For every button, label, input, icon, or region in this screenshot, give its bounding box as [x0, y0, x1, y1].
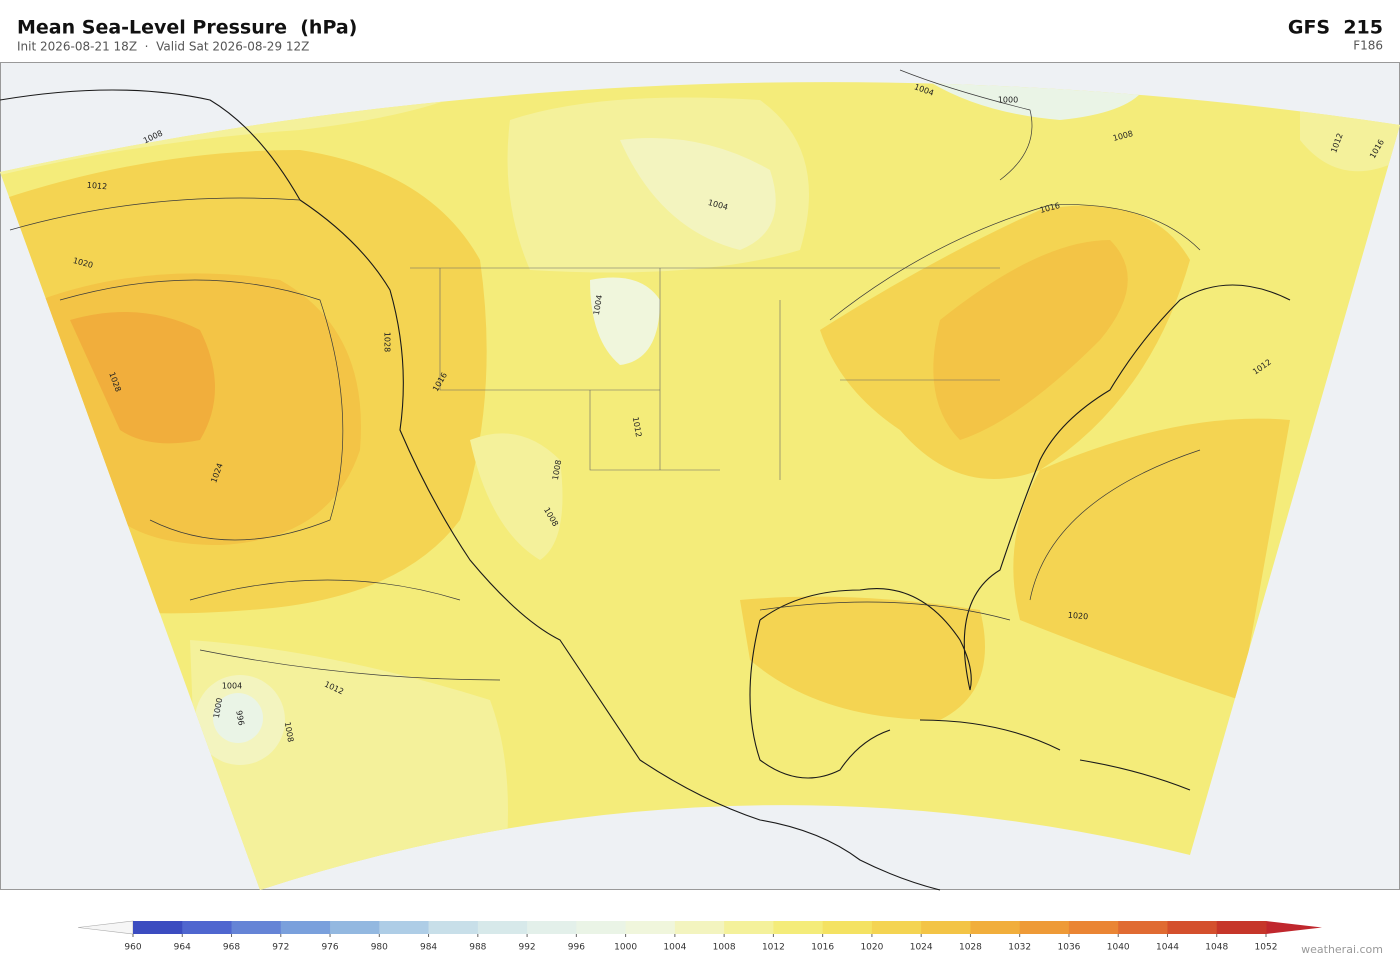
colorbar-tick-label: 984 [420, 943, 437, 953]
colorbar-swatch [871, 921, 922, 934]
colorbar-under [77, 920, 134, 935]
colorbar-tick-label: 972 [272, 943, 289, 953]
colorbar-swatch [921, 921, 971, 934]
credit: weatherai.com [1301, 943, 1383, 956]
colorbar-tick-label: 996 [568, 943, 585, 953]
colorbar-tick-label: 1052 [1255, 943, 1278, 953]
contour-label: 1004 [222, 682, 242, 691]
isobar [9, 197, 501, 681]
colorbar-swatch [1068, 921, 1119, 934]
colorbar-tick-label: 1012 [762, 943, 785, 953]
colorbar-swatch [674, 921, 725, 934]
colorbar-swatch [182, 921, 233, 934]
colorbar-tick-label: 1048 [1205, 943, 1228, 953]
contour-label: 1020 [1067, 611, 1088, 622]
colorbar-tick-label: 1028 [959, 943, 982, 953]
colorbar-swatch [1216, 921, 1267, 934]
colorbar-swatch [576, 921, 627, 934]
colorbar-swatch [1167, 921, 1218, 934]
colorbar-tick-label: 960 [124, 943, 141, 953]
contour-label: 1012 [631, 416, 643, 438]
colorbar-swatch [1019, 921, 1070, 934]
colorbar-swatch [625, 921, 676, 934]
colorbar-swatch [330, 921, 380, 934]
colorbar-tick-label: 964 [174, 943, 191, 953]
colorbar-tick-label: 980 [371, 943, 388, 953]
subtitle: Init 2026-08-21 18Z · Valid Sat 2026-08-… [17, 40, 309, 54]
colorbar-swatch [970, 921, 1021, 934]
colorbar-tick-label: 976 [321, 943, 338, 953]
colorbar-tick-label: 968 [223, 943, 240, 953]
colorbar-tick-label: 1016 [811, 943, 834, 953]
contour-label: 1012 [86, 181, 107, 192]
map: 1008101210201028102410281016100410121008… [0, 62, 1400, 891]
colorbar-tick-label: 1024 [910, 943, 933, 953]
title: Mean Sea-Level Pressure (hPa) [17, 17, 357, 39]
pressure-field [0, 82, 1400, 890]
contour-label: 996 [234, 710, 246, 727]
colorbar: 960 964 968 972 976 980 984 988 992 996 1000 1004 10… [77, 920, 1322, 953]
colorbar-swatch [231, 921, 282, 934]
colorbar-tick-label: 988 [469, 943, 486, 953]
coastline [919, 719, 1191, 791]
contour-label: 1008 [283, 721, 295, 743]
colorbar-swatch [822, 921, 873, 934]
forecast-hour: F186 [1353, 39, 1383, 53]
colorbar-swatch [1118, 921, 1168, 934]
colorbar-swatch [724, 921, 774, 934]
colorbar-swatch [773, 921, 824, 934]
contour-label: 1000 [998, 96, 1018, 105]
colorbar-swatch [527, 921, 577, 934]
colorbar-swatch [477, 921, 528, 934]
colorbar-swatch [379, 921, 430, 934]
contour-label: 1028 [383, 332, 392, 352]
colorbar-swatch [428, 921, 479, 934]
colorbar-tick-label: 1020 [860, 943, 883, 953]
coastline [749, 619, 891, 779]
contour-label: 1004 [592, 294, 604, 316]
colorbar-swatch [280, 921, 331, 934]
colorbar-tick-label: 1044 [1156, 943, 1179, 953]
colorbar-tick-label: 992 [518, 943, 535, 953]
colorbar-tick-label: 1008 [713, 943, 736, 953]
colorbar-tick-label: 1040 [1107, 943, 1130, 953]
coastline [759, 284, 1291, 691]
model: GFS 215 [1288, 17, 1383, 39]
colorbar-tick-label: 1000 [614, 943, 637, 953]
isobar [759, 69, 1201, 621]
coastline [0, 89, 941, 891]
state-borders [410, 267, 1000, 480]
contour-label: 1000 [212, 697, 224, 719]
contour-label: 1008 [551, 459, 563, 481]
colorbar-tick-label: 1036 [1058, 943, 1081, 953]
colorbar-over [1266, 921, 1322, 934]
colorbar-tick-label: 1032 [1008, 943, 1031, 953]
colorbar-tick-label: 1004 [663, 943, 686, 953]
colorbar-swatch [133, 921, 183, 934]
